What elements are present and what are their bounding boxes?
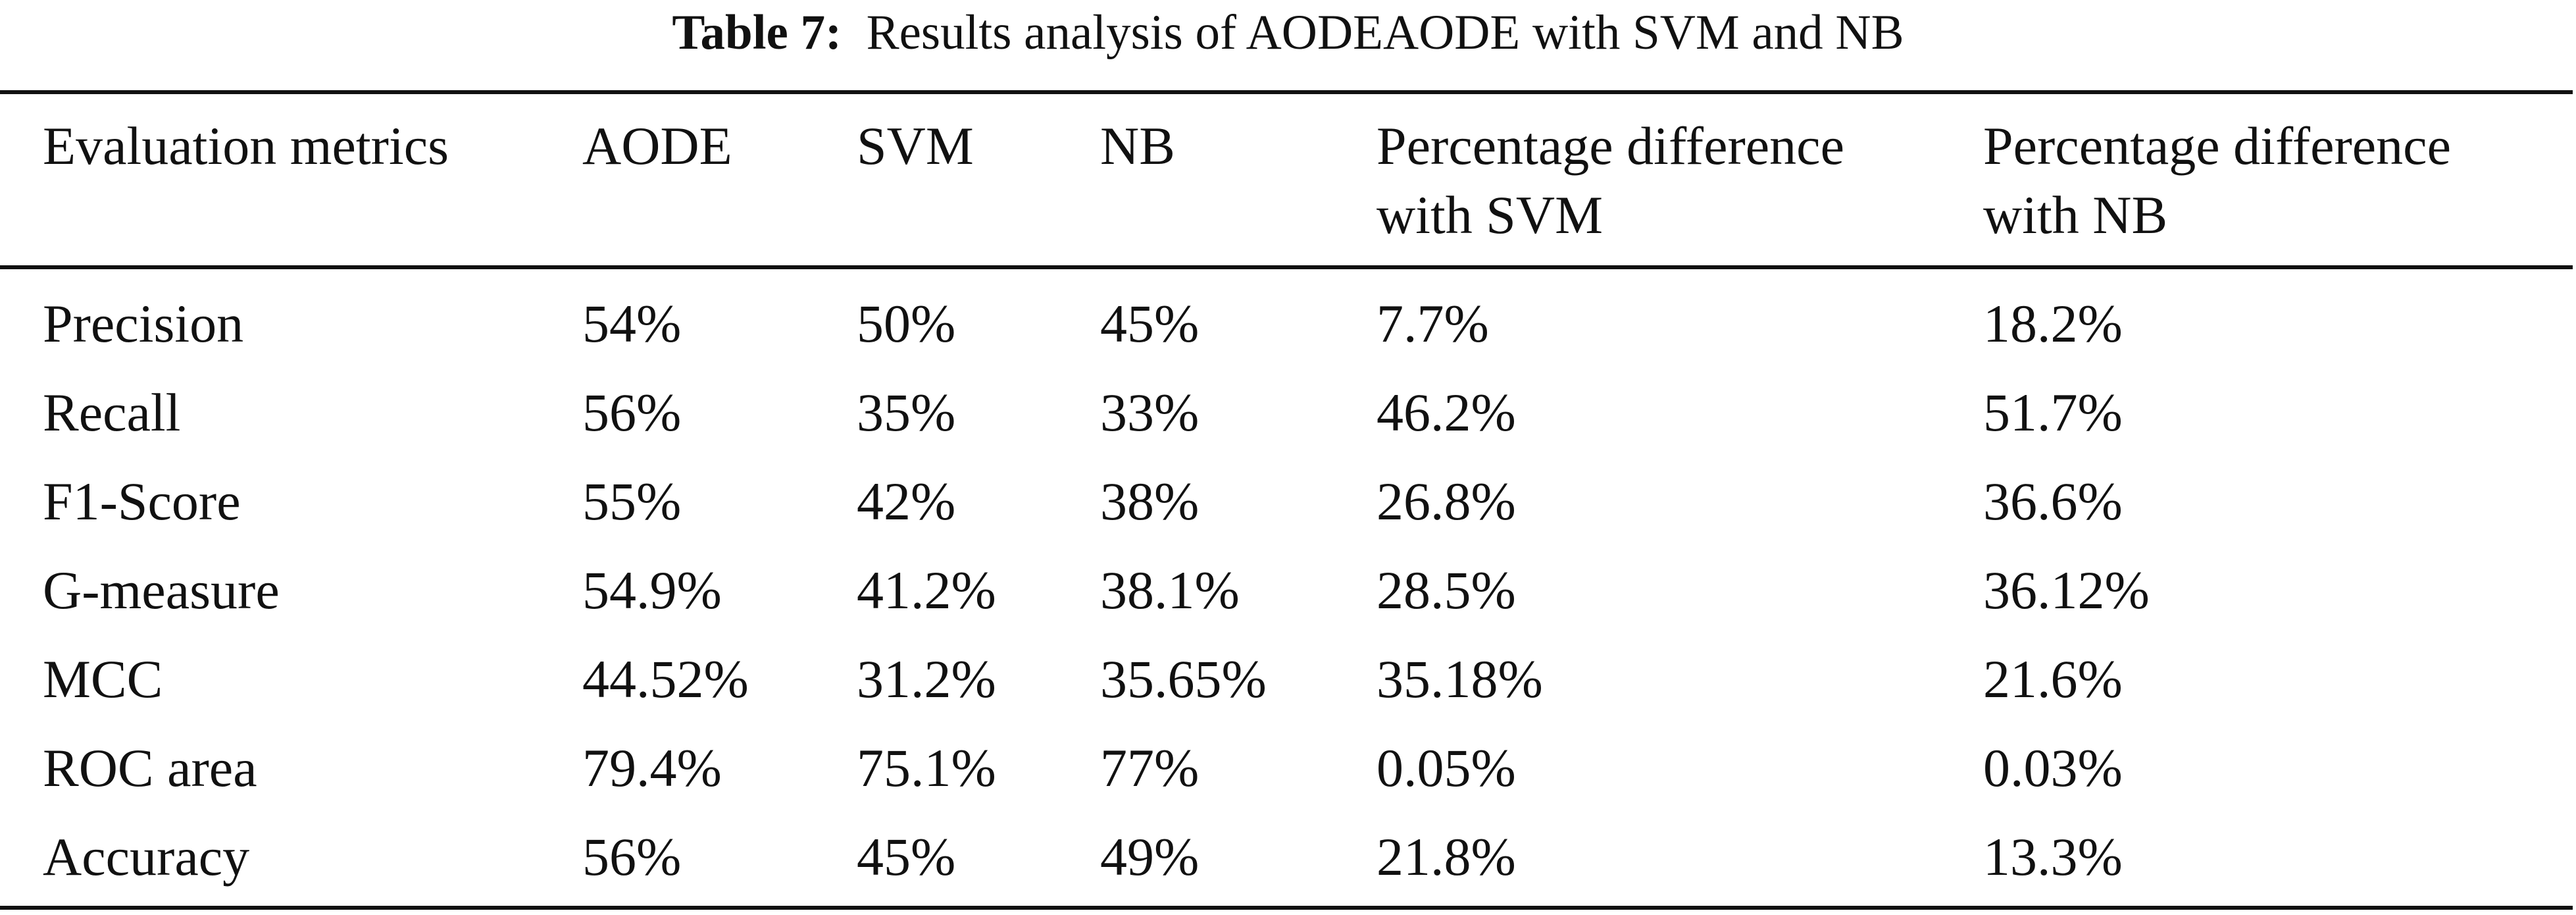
table-cell: Accuracy [43, 827, 250, 887]
table-cell: 0.03% [1983, 738, 2123, 798]
table-cell: 0.05% [1376, 738, 1516, 798]
table-cell: 75.1% [857, 738, 996, 798]
table-cell: G-measure [43, 560, 280, 620]
table-cell: 31.2% [857, 649, 996, 709]
table-cell: 26.8% [1376, 471, 1516, 531]
bottom-rule [0, 906, 2573, 910]
table-cell: ROC area [43, 738, 257, 798]
table-cell: 35.18% [1376, 649, 1543, 709]
table-cell: 21.8% [1376, 827, 1516, 887]
caption-text: Results analysis of AODEAODE with SVM an… [866, 5, 1904, 60]
table-cell: 54% [582, 294, 682, 353]
table-cell: 36.6% [1983, 471, 2123, 531]
header-pct-diff-nb-line1: Percentage difference [1983, 116, 2451, 176]
table-cell: 33% [1100, 382, 1200, 442]
header-nb: NB [1100, 116, 1175, 176]
table-cell: 56% [582, 827, 682, 887]
header-rule [0, 265, 2573, 269]
table-cell: 50% [857, 294, 956, 353]
table-caption: Table 7: Results analysis of AODEAODE wi… [0, 1, 2576, 65]
table-cell: 7.7% [1376, 294, 1489, 353]
table-cell: 54.9% [582, 560, 722, 620]
header-pct-diff-svm-line1: Percentage difference [1376, 116, 1844, 176]
table-cell: 13.3% [1983, 827, 2123, 887]
table-cell: 36.12% [1983, 560, 2150, 620]
table-cell: 38% [1100, 471, 1200, 531]
header-pct-diff-svm-line2: with SVM [1376, 185, 1604, 245]
table-cell: 35% [857, 382, 956, 442]
header-pct-diff-nb-line2: with NB [1983, 185, 2168, 245]
top-rule [0, 90, 2573, 94]
header-evaluation-metrics: Evaluation metrics [43, 116, 449, 176]
header-svm: SVM [857, 116, 974, 176]
table-cell: 45% [857, 827, 956, 887]
table-cell: 18.2% [1983, 294, 2123, 353]
table-cell: 55% [582, 471, 682, 531]
table-cell: 77% [1100, 738, 1200, 798]
header-aode: AODE [582, 116, 732, 176]
table-cell: Precision [43, 294, 244, 353]
table-cell: 44.52% [582, 649, 749, 709]
table-cell: 21.6% [1983, 649, 2123, 709]
table-cell: 28.5% [1376, 560, 1516, 620]
table-cell: 38.1% [1100, 560, 1240, 620]
table-cell: 51.7% [1983, 382, 2123, 442]
caption-label: Table 7: [672, 5, 842, 60]
table-cell: Recall [43, 382, 181, 442]
table-cell: 49% [1100, 827, 1200, 887]
table-cell: F1-Score [43, 471, 241, 531]
table-cell: 79.4% [582, 738, 722, 798]
table-cell: MCC [43, 649, 163, 709]
table-cell: 42% [857, 471, 956, 531]
table-cell: 41.2% [857, 560, 996, 620]
table-cell: 45% [1100, 294, 1200, 353]
table-cell: 35.65% [1100, 649, 1267, 709]
table-cell: 56% [582, 382, 682, 442]
table-cell: 46.2% [1376, 382, 1516, 442]
